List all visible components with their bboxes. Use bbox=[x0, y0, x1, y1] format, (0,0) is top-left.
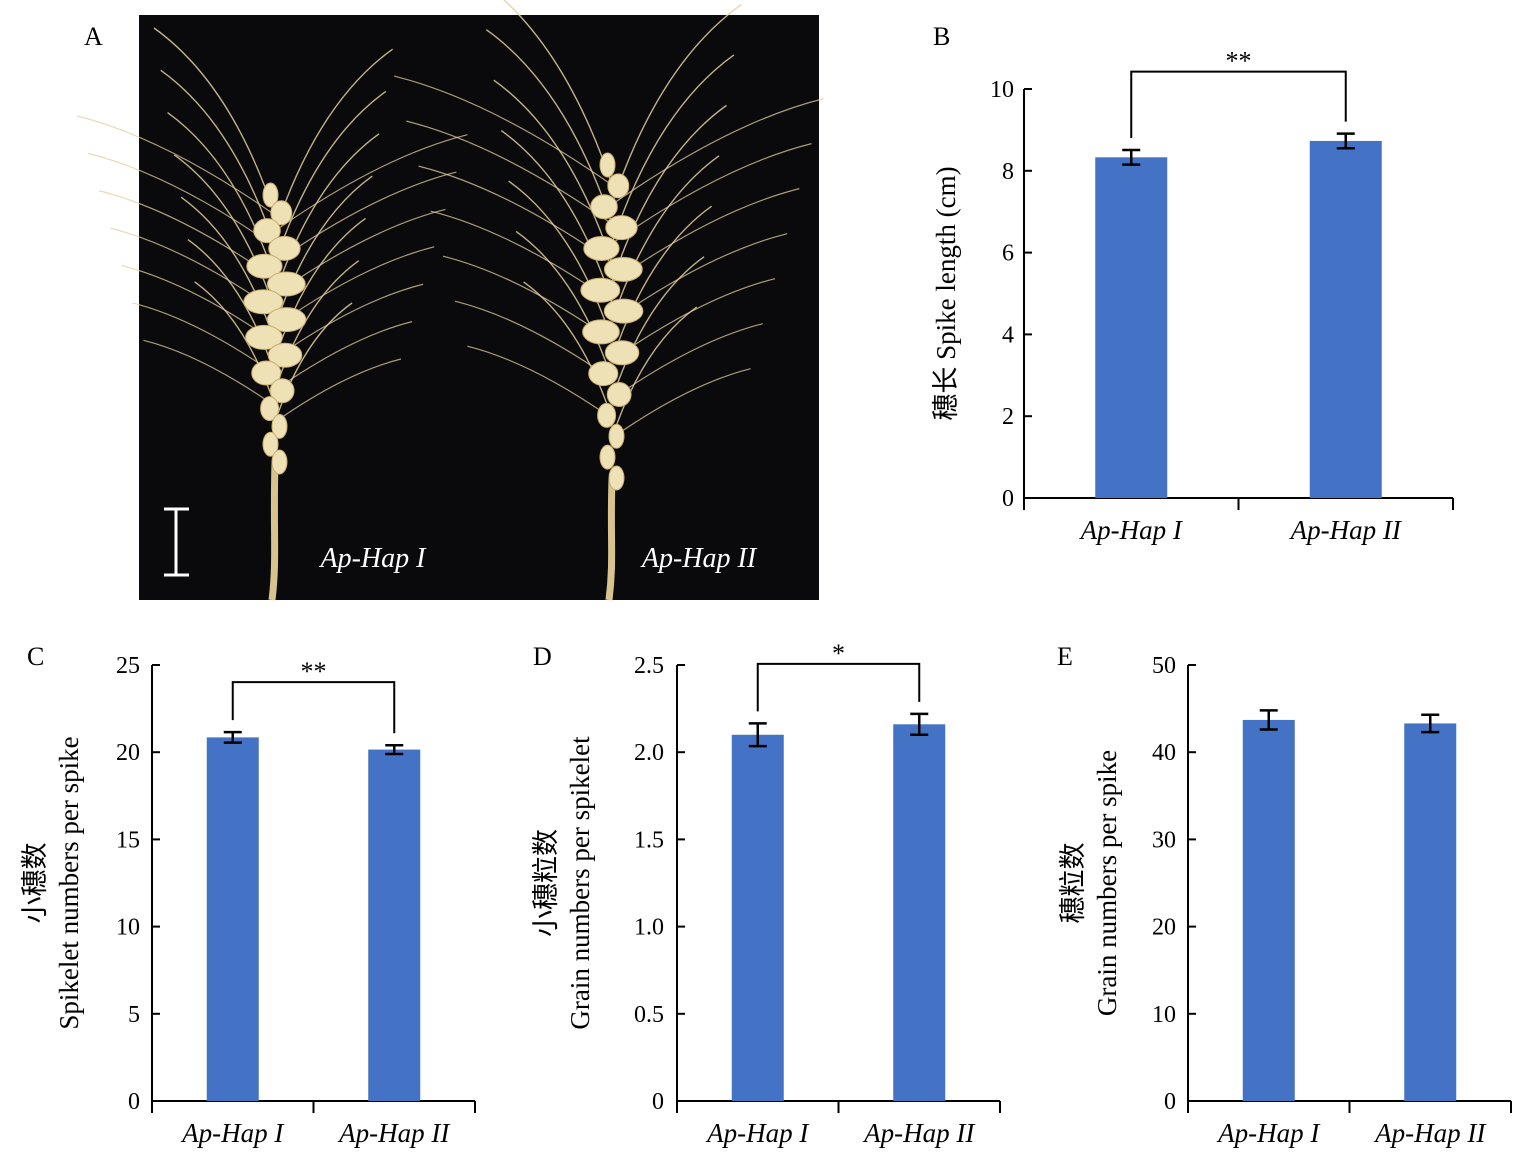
error-bar-2 bbox=[910, 712, 929, 737]
significance-bracket bbox=[1130, 70, 1347, 138]
significance-bracket bbox=[756, 662, 921, 712]
y-tick-label: 15 bbox=[116, 827, 140, 853]
significance-marker: ** bbox=[301, 657, 327, 686]
x-category-label: Ap-Hap II bbox=[1373, 1118, 1487, 1148]
y-tick-label: 2.5 bbox=[634, 653, 664, 679]
significance-marker: ** bbox=[1226, 47, 1252, 76]
y-tick-label: 8 bbox=[1002, 159, 1014, 185]
error-bar-1 bbox=[223, 730, 242, 744]
y-tick-label: 2 bbox=[1002, 404, 1014, 430]
y-tick-label: 40 bbox=[1152, 740, 1176, 766]
bar-2 bbox=[893, 724, 946, 1101]
y-tick-label: 5 bbox=[128, 1002, 140, 1028]
y-tick-label: 25 bbox=[116, 653, 140, 679]
y-tick-label: 0.5 bbox=[634, 1002, 664, 1028]
panel-letter-b: B bbox=[933, 22, 950, 51]
y-tick-label: 20 bbox=[116, 740, 140, 766]
bar-2 bbox=[1309, 140, 1382, 498]
error-bar-2 bbox=[1336, 132, 1355, 150]
error-bar-1 bbox=[748, 722, 767, 748]
significance-bracket bbox=[231, 681, 396, 734]
y-tick-label: 0 bbox=[1164, 1089, 1176, 1115]
y-tick-label: 0 bbox=[128, 1089, 140, 1115]
panel-letter-c: C bbox=[27, 642, 44, 671]
y-tick-label: 20 bbox=[1152, 915, 1176, 941]
y-tick-label: 2.0 bbox=[634, 740, 664, 766]
panel-letter-e: E bbox=[1057, 642, 1073, 671]
panel-a-photo: A Ap-Hap I Ap-Hap II bbox=[76, 0, 824, 601]
y-tick-label: 10 bbox=[116, 915, 140, 941]
panel-a-letter: A bbox=[84, 22, 103, 51]
bar-charts: B 0 2 4 6 8 10 Ap-Hap I Ap-Hap II ** 穗长 Spike leng… bbox=[20, 22, 1512, 1148]
chart-panel-d: D 0 0.5 1.0 1.5 2.0 2.5 Ap-Hap I Ap-Hap II * 小穗粒数 G… bbox=[531, 639, 1001, 1148]
error-bar-2 bbox=[1421, 713, 1440, 734]
y-tick-label: 1.0 bbox=[634, 915, 664, 941]
y-axis-title: Grain numbers per spikelet bbox=[565, 736, 595, 1030]
error-bar-1 bbox=[1122, 148, 1141, 166]
x-category-label: Ap-Hap I bbox=[705, 1118, 810, 1148]
bar-1 bbox=[1095, 157, 1168, 499]
y-tick-label: 0 bbox=[1002, 486, 1014, 512]
wheat-spikes bbox=[76, 0, 824, 601]
bar-1 bbox=[1242, 719, 1295, 1101]
y-axis-title: Spikelet numbers per spike bbox=[54, 736, 84, 1029]
y-axis-title: 穗长 Spike length (cm) bbox=[931, 166, 961, 420]
error-bar-1 bbox=[1259, 709, 1278, 731]
x-category-label: Ap-Hap II bbox=[1289, 515, 1403, 545]
chart-panel-b: B 0 2 4 6 8 10 Ap-Hap I Ap-Hap II ** 穗长 Spike leng… bbox=[931, 22, 1454, 545]
y-tick-label: 10 bbox=[990, 77, 1014, 103]
error-bar-2 bbox=[385, 743, 404, 756]
chart-panel-e: E 0 10 20 30 40 50 Ap-Hap I Ap-Hap II 穗粒数 Grain nu… bbox=[1057, 642, 1512, 1148]
y-tick-label: 4 bbox=[1002, 322, 1014, 348]
bar-2 bbox=[1404, 723, 1457, 1101]
y-tick-label: 6 bbox=[1002, 241, 1014, 267]
y-axis-title: 穗粒数 bbox=[1058, 843, 1088, 924]
y-tick-label: 0 bbox=[652, 1089, 664, 1115]
photo-label-hap-ii: Ap-Hap II bbox=[640, 543, 758, 574]
wheat-spike-1 bbox=[76, 27, 468, 601]
y-tick-label: 50 bbox=[1152, 653, 1176, 679]
panel-letter-d: D bbox=[533, 642, 552, 671]
scale-bar-icon bbox=[164, 507, 189, 577]
x-category-label: Ap-Hap II bbox=[337, 1118, 451, 1148]
y-tick-label: 1.5 bbox=[634, 827, 664, 853]
x-category-label: Ap-Hap I bbox=[180, 1118, 285, 1148]
x-category-label: Ap-Hap I bbox=[1216, 1118, 1321, 1148]
y-axis-title: 小穗粒数 bbox=[531, 829, 561, 937]
x-category-label: Ap-Hap I bbox=[1079, 515, 1184, 545]
y-axis-title: 小穗数 bbox=[20, 843, 50, 924]
wheat-spike-2 bbox=[394, 0, 824, 601]
bar-1 bbox=[206, 737, 259, 1101]
y-axis-title: Grain numbers per spike bbox=[1092, 750, 1122, 1016]
photo-label-hap-i: Ap-Hap I bbox=[319, 543, 428, 574]
y-tick-label: 30 bbox=[1152, 827, 1176, 853]
bar-1 bbox=[731, 734, 784, 1101]
chart-panel-c: C 0 5 10 15 20 25 Ap-Hap I Ap-Hap II ** 小穗数 Spikele… bbox=[20, 642, 476, 1148]
x-category-label: Ap-Hap II bbox=[862, 1118, 976, 1148]
photo-background bbox=[139, 15, 819, 600]
bar-2 bbox=[368, 749, 421, 1101]
significance-marker: * bbox=[832, 639, 845, 668]
y-tick-label: 10 bbox=[1152, 1002, 1176, 1028]
